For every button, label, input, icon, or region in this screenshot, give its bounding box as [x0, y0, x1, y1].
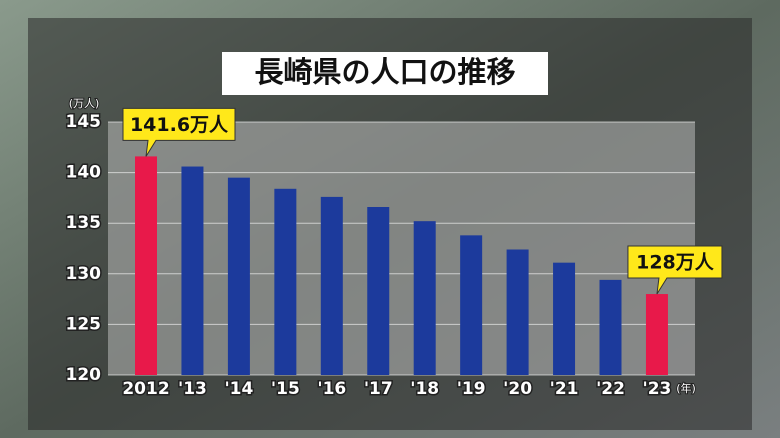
y-unit: (万人) [69, 97, 100, 110]
x-tick-label: '15 [271, 379, 300, 399]
bar [645, 294, 668, 375]
y-tick-label: 135 [66, 213, 102, 233]
bar [553, 262, 576, 375]
plot-area [108, 122, 695, 375]
bar [181, 166, 204, 375]
title-box [222, 52, 548, 95]
callout-box [627, 245, 723, 295]
x-tick-label: '19 [457, 379, 486, 399]
x-tick-label: '17 [364, 379, 393, 399]
y-tick-label: 125 [66, 314, 102, 334]
x-tick-label: '13 [178, 379, 207, 399]
x-tick-label: '20 [503, 379, 532, 399]
x-tick-label: 2012 [122, 379, 169, 399]
x-tick-label: '16 [317, 379, 346, 399]
bar [320, 196, 343, 375]
callout-box [122, 107, 236, 157]
bar [227, 177, 250, 375]
x-tick-label: '22 [596, 379, 625, 399]
chart-title: 長崎県の人口の推移 [254, 55, 515, 89]
x-unit: (年) [676, 381, 696, 395]
value-label: 128万人 [636, 252, 715, 274]
bar [135, 156, 157, 375]
bar [460, 235, 483, 375]
x-tick-label: '23 [643, 379, 672, 399]
bar [367, 207, 390, 375]
bar [506, 249, 529, 375]
y-tick-label: 140 [66, 163, 102, 183]
y-tick-label: 145 [66, 112, 102, 132]
x-tick-label: '18 [410, 379, 439, 399]
value-label: 141.6万人 [130, 114, 229, 136]
y-tick-label: 120 [66, 365, 102, 385]
x-tick-label: '14 [224, 379, 253, 399]
y-tick-label: 130 [66, 264, 102, 284]
bar [599, 279, 622, 375]
bar [274, 188, 297, 375]
bar [413, 221, 436, 375]
x-tick-label: '21 [550, 379, 579, 399]
